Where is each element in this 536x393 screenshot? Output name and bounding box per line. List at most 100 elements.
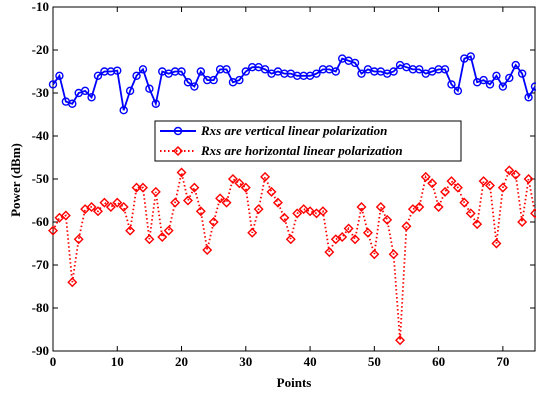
- x-tick-label: 20: [175, 354, 188, 369]
- data-point-vertical: [48, 80, 58, 89]
- data-point-horizontal: [144, 234, 155, 245]
- data-point-horizontal: [208, 217, 219, 227]
- data-point-horizontal: [337, 232, 348, 243]
- data-point-vertical: [312, 69, 321, 78]
- data-point-horizontal: [420, 171, 431, 182]
- data-point-vertical: [132, 71, 141, 81]
- data-point-horizontal: [240, 182, 251, 193]
- data-point-horizontal: [266, 186, 277, 197]
- data-point-horizontal: [465, 208, 476, 219]
- y-tick-label: -60: [32, 214, 49, 229]
- x-tick-label: 60: [432, 354, 445, 369]
- data-point-horizontal: [170, 197, 181, 208]
- data-point-vertical: [119, 105, 128, 115]
- data-point-horizontal: [414, 201, 425, 212]
- data-point-vertical: [492, 71, 501, 81]
- data-point-horizontal: [491, 238, 502, 249]
- data-point-vertical: [190, 82, 199, 91]
- data-point-vertical: [440, 65, 450, 74]
- x-tick-label: 10: [111, 354, 124, 369]
- data-point-vertical: [498, 82, 508, 91]
- data-point-horizontal: [176, 167, 187, 178]
- x-tick-label: 50: [368, 354, 381, 369]
- plot-area: [52, 6, 536, 352]
- data-point-horizontal: [73, 234, 84, 245]
- data-point-vertical: [196, 67, 206, 76]
- data-point-vertical: [241, 67, 251, 76]
- data-point-vertical: [55, 71, 64, 81]
- series-layer: [48, 52, 536, 346]
- data-point-vertical: [485, 80, 495, 89]
- data-point-horizontal: [305, 206, 316, 217]
- data-point-horizontal: [215, 193, 226, 204]
- data-point-horizontal: [446, 176, 457, 187]
- data-point-vertical: [357, 69, 366, 78]
- data-point-vertical: [87, 93, 96, 102]
- data-point-horizontal: [189, 182, 200, 193]
- data-point-vertical: [517, 69, 527, 78]
- data-point-vertical: [145, 84, 154, 93]
- data-point-horizontal: [440, 186, 451, 197]
- x-tick-label: 0: [50, 354, 57, 369]
- data-point-horizontal: [298, 204, 309, 215]
- data-point-vertical: [80, 86, 90, 96]
- y-tick-label: -40: [32, 128, 49, 143]
- data-point-horizontal: [247, 227, 258, 238]
- data-point-vertical: [479, 75, 488, 85]
- data-point-horizontal: [478, 176, 489, 187]
- data-point-vertical: [138, 65, 148, 74]
- data-point-horizontal: [182, 195, 193, 206]
- data-point-horizontal: [523, 174, 534, 184]
- data-point-vertical: [222, 65, 231, 74]
- data-point-vertical: [505, 73, 514, 83]
- data-point-horizontal: [272, 197, 283, 208]
- data-point-horizontal: [131, 182, 142, 193]
- data-point-vertical: [209, 75, 218, 85]
- data-point-horizontal: [86, 201, 97, 212]
- data-point-horizontal: [343, 223, 354, 234]
- y-tick-label: -80: [32, 300, 49, 315]
- x-tick-label: 40: [304, 354, 317, 369]
- legend-box: [154, 120, 462, 162]
- x-axis-label: Points: [277, 375, 312, 390]
- legend-marker-vertical: [173, 126, 183, 136]
- x-tick-label: 70: [496, 354, 509, 369]
- data-point-horizontal: [317, 206, 328, 217]
- data-point-horizontal: [137, 182, 148, 193]
- data-point-vertical: [68, 99, 77, 108]
- y-tick-labels: -90 -80 -70 -60 -50 -40 -30 -20 -10: [32, 0, 49, 358]
- data-point-horizontal: [510, 169, 521, 180]
- y-tick-label: -90: [32, 343, 49, 358]
- data-point-horizontal: [292, 208, 303, 219]
- data-point-horizontal: [105, 201, 116, 212]
- data-point-horizontal: [67, 277, 78, 288]
- x-tick-labels: 0 10 20 30 40 50 60 70: [50, 354, 510, 369]
- data-point-horizontal: [485, 180, 496, 191]
- data-point-horizontal: [459, 197, 470, 208]
- data-point-vertical: [530, 82, 536, 91]
- data-point-vertical: [113, 66, 122, 75]
- data-point-horizontal: [362, 227, 373, 238]
- data-point-horizontal: [221, 197, 232, 208]
- data-point-horizontal: [227, 174, 238, 184]
- data-point-vertical: [151, 99, 161, 108]
- y-tick-label: -20: [32, 42, 49, 57]
- data-point-vertical: [524, 93, 533, 102]
- data-point-vertical: [177, 67, 186, 76]
- data-point-horizontal: [395, 335, 406, 346]
- y-tick-label: -30: [32, 85, 49, 100]
- data-point-vertical: [350, 58, 360, 68]
- data-point-vertical: [93, 71, 103, 81]
- data-point-horizontal: [60, 210, 71, 221]
- data-point-horizontal: [279, 212, 290, 223]
- data-point-horizontal: [472, 219, 483, 230]
- data-point-horizontal: [369, 249, 380, 260]
- data-point-horizontal: [163, 225, 174, 236]
- data-point-vertical: [453, 86, 463, 96]
- data-point-horizontal: [504, 165, 515, 176]
- data-point-vertical: [415, 65, 424, 74]
- data-point-horizontal: [375, 201, 386, 212]
- data-point-vertical: [511, 60, 520, 70]
- data-point-horizontal: [48, 225, 58, 236]
